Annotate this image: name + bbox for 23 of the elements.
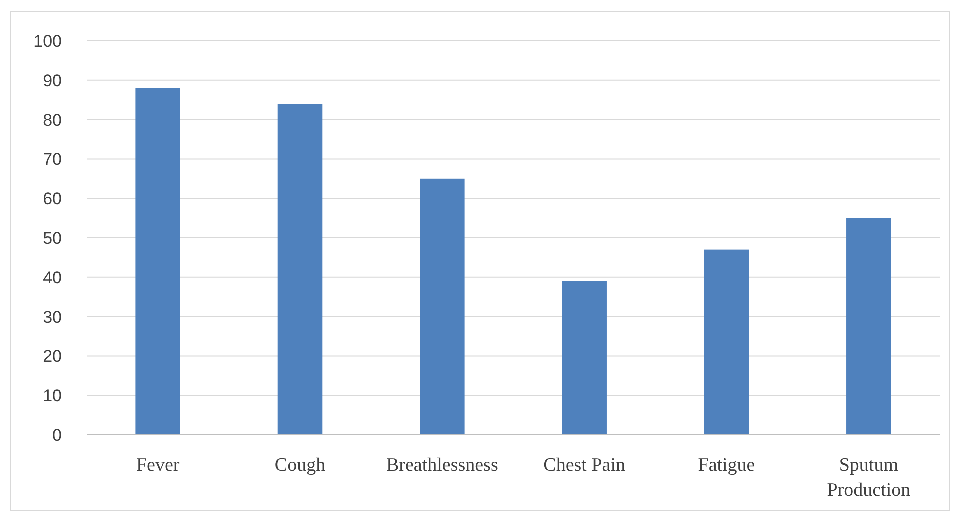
y-tick-label: 60 xyxy=(43,190,62,209)
y-tick-label: 70 xyxy=(43,150,62,170)
y-tick-label: 40 xyxy=(43,268,62,288)
x-tick-label: Sputum Production xyxy=(827,455,912,501)
bar xyxy=(420,178,465,435)
x-tick-label: Fever xyxy=(136,455,180,476)
bar xyxy=(136,88,180,435)
y-tick-label: 50 xyxy=(43,228,62,248)
x-tick-label: Fatigue xyxy=(698,455,756,476)
y-tick-label: 20 xyxy=(43,347,62,366)
bar xyxy=(704,250,750,435)
y-tick-label: 10 xyxy=(43,386,62,406)
y-tick-label: 100 xyxy=(34,32,62,51)
y-tick-label: 80 xyxy=(43,110,62,130)
x-tick-label: Chest Pain xyxy=(544,455,626,476)
bar xyxy=(846,218,892,435)
bar xyxy=(562,281,607,435)
x-tick-label: Breathlessness xyxy=(386,455,498,476)
y-tick-label: 30 xyxy=(43,308,62,327)
x-tick-label: Cough xyxy=(274,455,326,476)
y-tick-label: 0 xyxy=(52,426,62,445)
y-tick-label: 90 xyxy=(43,71,62,90)
bar xyxy=(278,104,323,435)
